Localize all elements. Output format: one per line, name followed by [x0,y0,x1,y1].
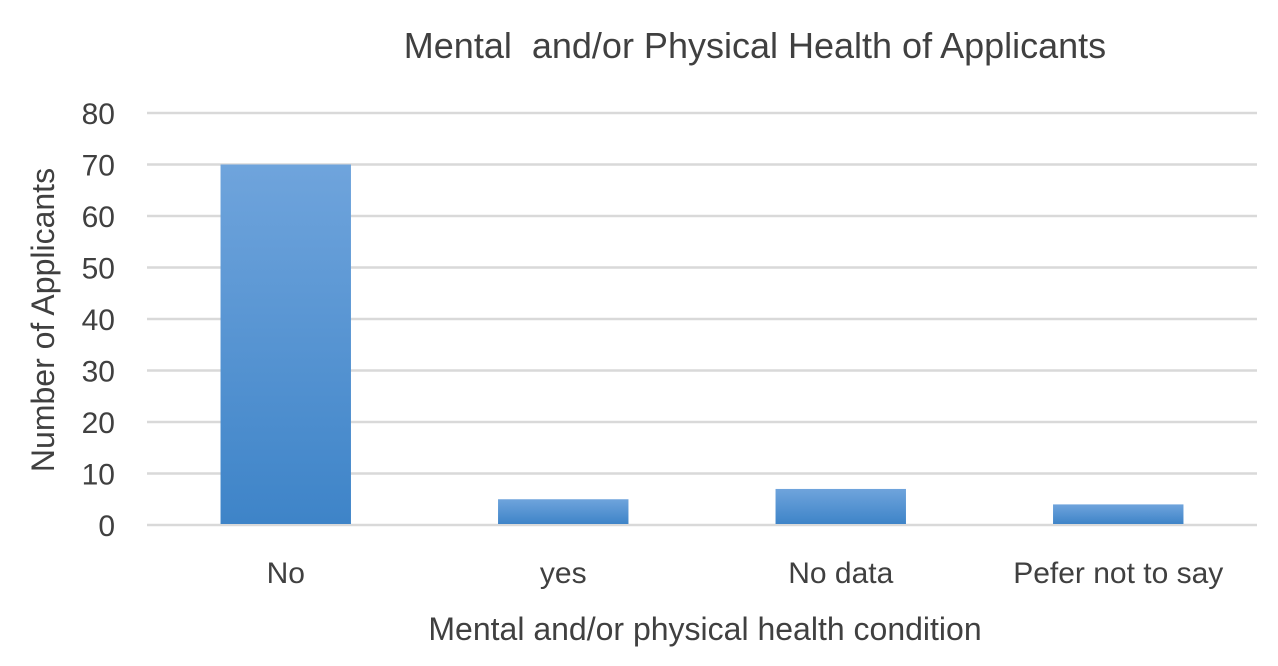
bar-no-data [775,488,906,524]
y-tick-label: 20 [82,407,115,440]
y-tick-label: 40 [82,304,115,337]
y-axis-tick-labels: 0 10 20 30 40 50 60 70 80 [82,98,115,543]
bar-pefer-not-to-say [1053,504,1184,524]
bars [220,164,1184,524]
x-tick-label: No data [788,557,893,590]
x-tick-label: yes [540,557,587,590]
y-tick-label: 0 [98,510,115,543]
y-axis-title: Number of Applicants [25,168,61,472]
x-axis-tick-labels: No yes No data Pefer not to say [267,557,1224,590]
y-tick-label: 60 [82,201,115,234]
bar-yes [498,499,629,524]
y-tick-label: 50 [82,253,115,286]
x-tick-label: No [267,557,305,590]
x-axis-title: Mental and/or physical health condition [428,611,981,647]
y-tick-label: 10 [82,459,115,492]
chart-title: Mental and/or Physical Health of Applica… [404,25,1106,66]
x-tick-label: Pefer not to say [1013,557,1223,590]
bar-no [220,164,351,524]
y-tick-label: 30 [82,356,115,389]
y-tick-label: 80 [82,98,115,131]
y-tick-label: 70 [82,150,115,183]
